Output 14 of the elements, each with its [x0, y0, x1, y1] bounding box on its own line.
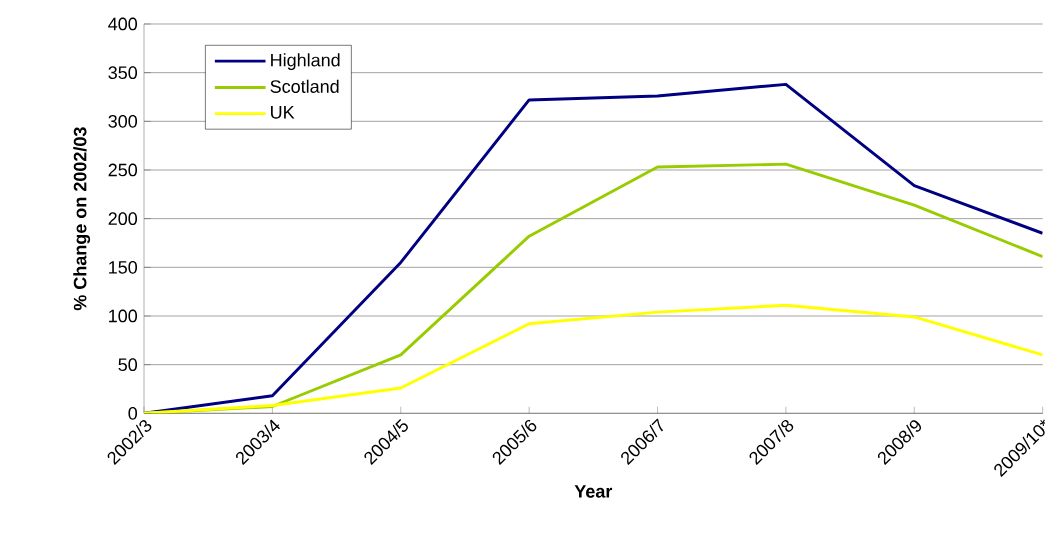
y-tick-label: 350: [108, 66, 138, 80]
legend-label: UK: [271, 106, 295, 119]
y-axis-title: % Change on 2002/03: [73, 127, 91, 311]
y-tick-label: 250: [108, 163, 138, 177]
y-tick-label: 300: [108, 114, 138, 128]
legend-label: Highland: [271, 53, 340, 71]
y-tick-label: 150: [109, 260, 138, 274]
y-tick-label: 100: [109, 309, 138, 323]
y-tick-label: 400: [108, 17, 138, 31]
x-axis-title: Year: [574, 485, 613, 498]
y-tick-label: 0: [128, 406, 138, 420]
y-tick-label: 50: [118, 358, 138, 372]
y-tick-label: 200: [108, 212, 138, 226]
legend-label: Scotland: [270, 79, 339, 93]
